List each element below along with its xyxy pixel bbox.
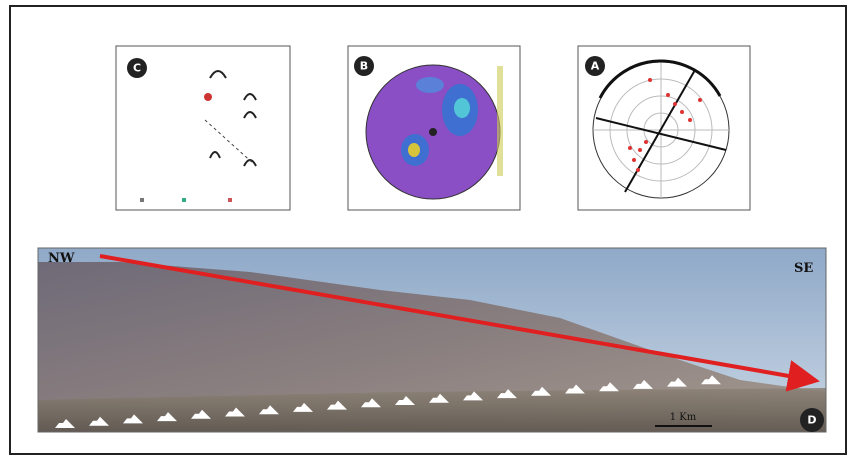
graphic	[140, 198, 144, 202]
graphic	[644, 140, 648, 144]
color-scale	[497, 66, 503, 176]
graphic	[454, 98, 470, 118]
point	[204, 93, 212, 101]
right-label: SE	[794, 261, 813, 276]
graphic	[632, 158, 636, 162]
panel-label: D	[807, 414, 816, 427]
panel-b: B	[348, 46, 520, 210]
graphic	[680, 110, 684, 114]
graphic	[416, 77, 444, 93]
graphic	[636, 168, 640, 172]
panel-label: B	[360, 60, 368, 73]
page: {"panels": [{"label": "C"}, {"label": "B…	[0, 0, 850, 459]
panel-d: NW SE 1 Km D	[38, 248, 826, 432]
graphic	[628, 146, 632, 150]
graphic	[638, 148, 642, 152]
graphic	[429, 128, 437, 136]
graphic	[228, 198, 232, 202]
graphic	[698, 98, 702, 102]
figure: C B	[0, 0, 850, 459]
graphic	[688, 118, 692, 122]
panel-a: A	[578, 46, 750, 210]
graphic	[673, 102, 677, 106]
panel-label: A	[591, 60, 600, 73]
graphic	[182, 198, 186, 202]
graphic	[648, 78, 652, 82]
graphic	[408, 143, 420, 157]
left-label: NW	[48, 251, 75, 266]
panel-label: C	[133, 62, 141, 75]
panel-c: C	[116, 46, 290, 210]
graphic	[666, 93, 670, 97]
scale-label: 1 Km	[670, 412, 697, 423]
